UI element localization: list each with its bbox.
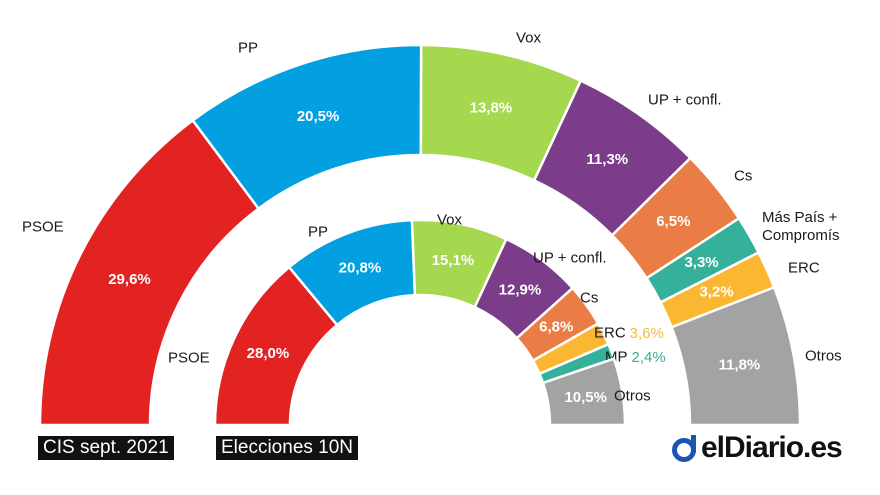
inner-label-vox: Vox bbox=[437, 212, 463, 229]
inner-label-up-confl: UP + confl. bbox=[533, 250, 607, 267]
inner-chart-caption: Elecciones 10N bbox=[216, 436, 359, 460]
inner-label-otros: Otros bbox=[614, 388, 651, 405]
logo-mark-icon bbox=[672, 435, 696, 462]
outer-slice-otros bbox=[670, 285, 802, 427]
outer-label-mas-pais-compromis: Más País + Compromís bbox=[762, 209, 840, 244]
outer-label-erc: ERC bbox=[788, 260, 820, 277]
inner-label-mp: MP 2,4% bbox=[605, 349, 666, 366]
outer-value-otros: 11,8% bbox=[719, 357, 761, 374]
inner-ring: 28,0% PSOE 20,8% PP 15,1% Vox 12,9% UP + confl.… bbox=[168, 212, 666, 427]
outer-value-up-confl: 11,3% bbox=[586, 151, 628, 168]
inner-value-pp: 20,8% bbox=[339, 260, 382, 277]
inner-label-cs: Cs bbox=[580, 290, 598, 307]
outer-value-psoe: 29,6% bbox=[108, 271, 151, 288]
inner-value-vox: 15,1% bbox=[432, 252, 475, 269]
inner-value-otros: 10,5% bbox=[564, 389, 607, 406]
inner-label-psoe: PSOE bbox=[168, 350, 210, 367]
inner-value-cs: 6,8% bbox=[539, 318, 573, 335]
outer-value-mas-pais-compromis: 3,3% bbox=[684, 254, 718, 271]
inner-label-erc: ERC 3,6% bbox=[594, 325, 664, 342]
outer-value-vox: 13,8% bbox=[470, 99, 513, 116]
outer-label-cs: Cs bbox=[734, 168, 752, 185]
outer-label-up-confl: UP + confl. bbox=[648, 92, 722, 109]
eldiario-logo: elDiario.es bbox=[670, 430, 843, 466]
inner-value-mp: 2,4% bbox=[632, 349, 666, 366]
outer-label-otros: Otros bbox=[805, 348, 842, 365]
outer-label-vox: Vox bbox=[516, 30, 542, 47]
outer-chart-caption: CIS sept. 2021 bbox=[38, 436, 174, 460]
outer-label-pp: PP bbox=[238, 40, 258, 57]
inner-value-erc: 3,6% bbox=[630, 325, 664, 342]
outer-value-pp: 20,5% bbox=[297, 108, 340, 125]
inner-slice-otros bbox=[541, 357, 627, 427]
inner-value-up-confl: 12,9% bbox=[499, 281, 542, 298]
outer-value-cs: 6,5% bbox=[656, 213, 690, 230]
inner-value-psoe: 28,0% bbox=[247, 345, 290, 362]
outer-label-psoe: PSOE bbox=[22, 219, 64, 236]
outer-value-erc: 3,2% bbox=[700, 284, 734, 301]
outer-ring: 29,6% PSOE 20,5% PP 13,8% Vox 11,3% UP + confl.… bbox=[22, 30, 842, 427]
inner-label-pp: PP bbox=[308, 224, 328, 241]
brand-name: elDiario.es bbox=[701, 431, 843, 464]
